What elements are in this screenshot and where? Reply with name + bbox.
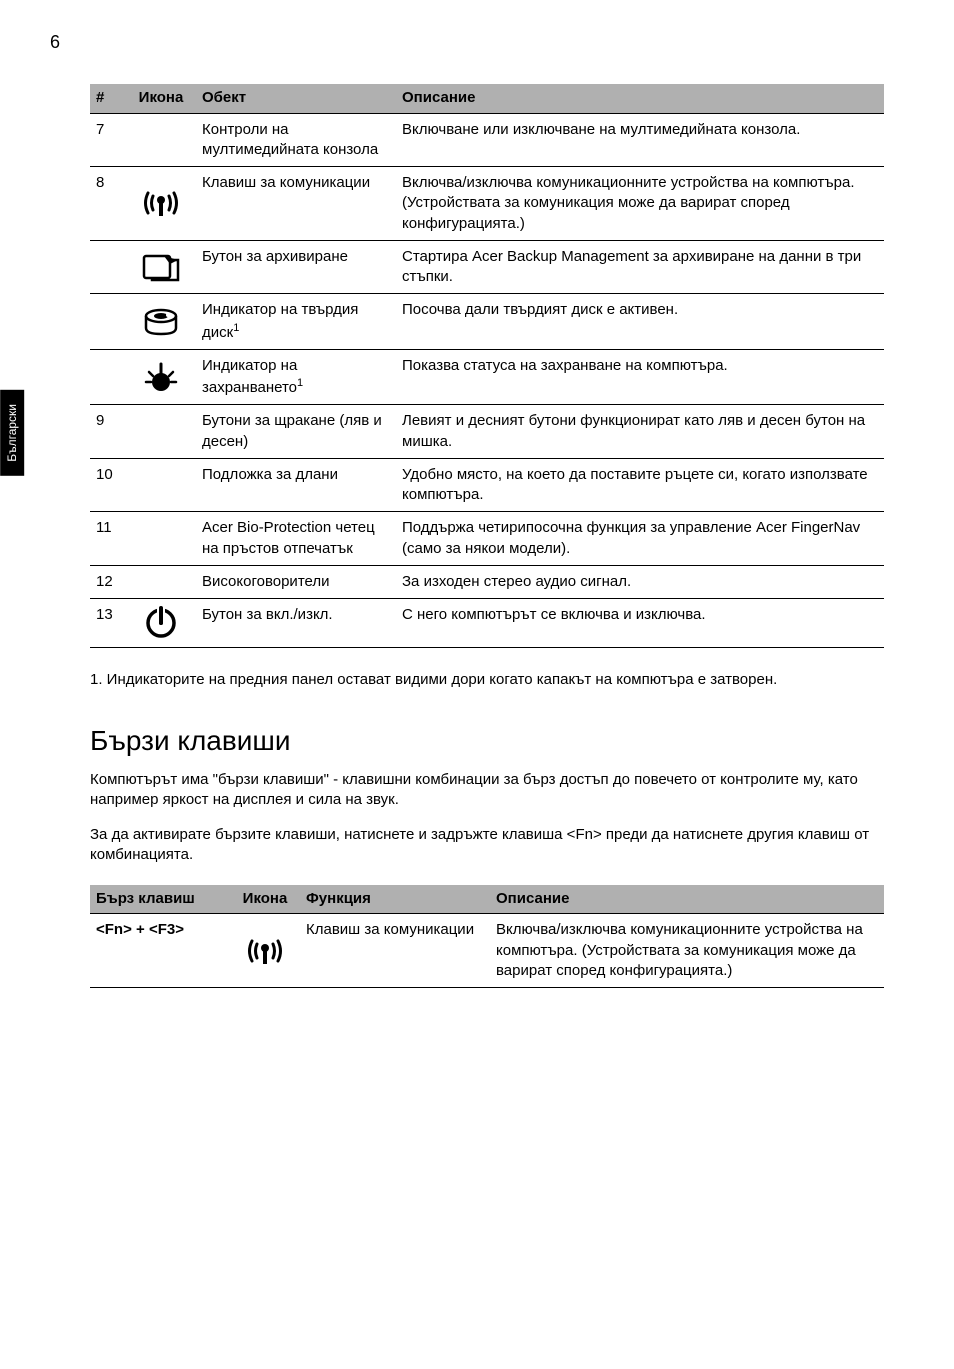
row-desc: С него компютърът се включва и изключва. (396, 599, 884, 648)
row-num: 11 (90, 512, 126, 566)
row-object: Високоговорители (196, 565, 396, 598)
row-object: Контроли на мултимедийната конзола (196, 113, 396, 167)
row-desc: Показва статуса на захранване на компютъ… (396, 349, 884, 405)
row-num (90, 349, 126, 405)
row-icon (126, 294, 196, 350)
th-obj: Обект (196, 84, 396, 113)
page-number: 6 (50, 30, 884, 54)
row-desc: Включва/изключва комуникационните устрой… (396, 167, 884, 241)
th-icon: Икона (126, 84, 196, 113)
row-icon (126, 240, 196, 294)
row-object: Подложка за длани (196, 458, 396, 512)
row-object: Бутони за щракане (ляв и десен) (196, 405, 396, 459)
row-icon (126, 599, 196, 648)
row-icon (126, 512, 196, 566)
paragraph-1: Компютърът има "бързи клавиши" - клавишн… (90, 770, 884, 811)
row-num: 12 (90, 565, 126, 598)
row-num: 9 (90, 405, 126, 459)
th-desc2: Описание (490, 885, 884, 914)
row-desc: Стартира Acer Backup Management за архив… (396, 240, 884, 294)
row-num: 7 (90, 113, 126, 167)
row-icon (126, 565, 196, 598)
row-desc: Посочва дали твърдият диск е активен. (396, 294, 884, 350)
th-num: # (90, 84, 126, 113)
row-object: Бутон за архивиране (196, 240, 396, 294)
row-desc: За изходен стерео аудио сигнал. (396, 565, 884, 598)
row-desc: Включване или изключване на мултимедийна… (396, 113, 884, 167)
row-icon (126, 349, 196, 405)
row-desc: Поддържа четирипосочна функция за управл… (396, 512, 884, 566)
row-icon (126, 405, 196, 459)
section-title: Бързи клавиши (90, 722, 884, 760)
paragraph-2: За да активирате бързите клавиши, натисн… (90, 825, 884, 866)
hotkeys-table: Бърз клавиш Икона Функция Описание <Fn> … (90, 885, 884, 988)
row-num: 10 (90, 458, 126, 512)
row-num: 13 (90, 599, 126, 648)
hotkey-func: Клавиш за комуникации (300, 914, 490, 988)
row-num (90, 294, 126, 350)
row-icon (126, 458, 196, 512)
row-object: Acer Bio-Protection четец на пръстов отп… (196, 512, 396, 566)
row-object: Индикатор на захранването1 (196, 349, 396, 405)
footnote: 1. Индикаторите на предния панел остават… (90, 670, 884, 690)
row-icon (126, 167, 196, 241)
th-icon2: Икона (230, 885, 300, 914)
row-object: Индикатор на твърдия диск1 (196, 294, 396, 350)
hotkey-combo: <Fn> + <F3> (90, 914, 230, 988)
hotkey-icon (230, 914, 300, 988)
row-num (90, 240, 126, 294)
row-num: 8 (90, 167, 126, 241)
th-hotkey: Бърз клавиш (90, 885, 230, 914)
language-tab: Български (0, 390, 24, 476)
features-table: # Икона Обект Описание 7 Контроли на мулт… (90, 84, 884, 648)
hotkey-desc: Включва/изключва комуникационните устрой… (490, 914, 884, 988)
th-func: Функция (300, 885, 490, 914)
row-object: Бутон за вкл./изкл. (196, 599, 396, 648)
row-icon (126, 113, 196, 167)
row-desc: Удобно място, на което да поставите ръце… (396, 458, 884, 512)
row-desc: Левият и десният бутони функционират кат… (396, 405, 884, 459)
th-desc: Описание (396, 84, 884, 113)
row-object: Клавиш за комуникации (196, 167, 396, 241)
